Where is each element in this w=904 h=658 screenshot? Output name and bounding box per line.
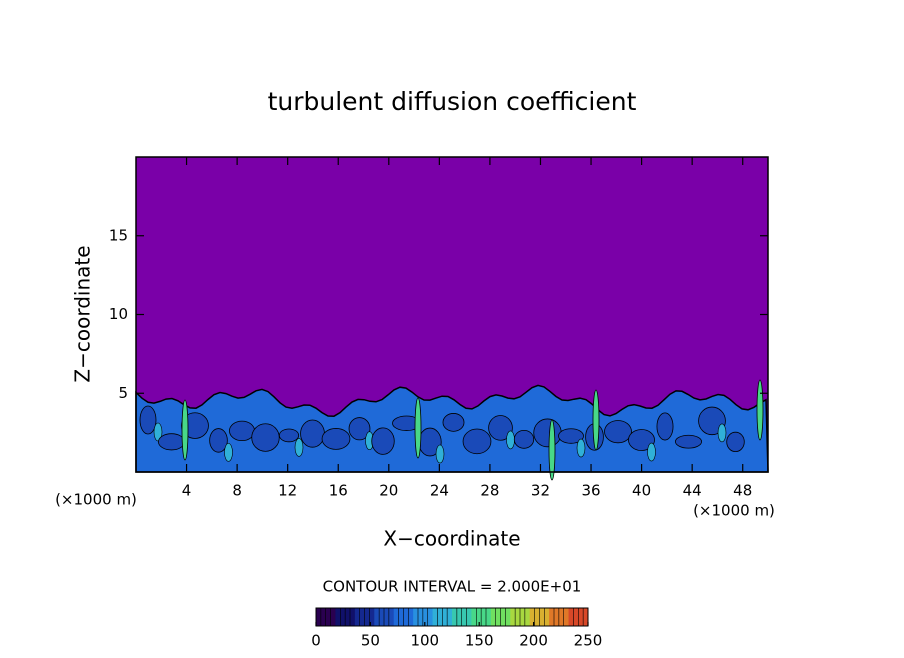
eddy (229, 420, 255, 442)
x-tick-label: 24 (430, 482, 449, 500)
x-tick-label: 36 (581, 482, 600, 500)
eddy (158, 433, 185, 451)
contour-interval: CONTOUR INTERVAL = 2.000E+01 (323, 578, 582, 596)
eddy-core (717, 423, 727, 443)
colorbar-tick-label: 150 (465, 632, 494, 650)
x-tick-label: 8 (232, 482, 242, 500)
eddy (442, 413, 465, 432)
eddy-core (224, 443, 233, 462)
eddy (321, 428, 351, 450)
plume (548, 419, 556, 481)
eddy (513, 429, 535, 449)
y-axis-label: Z−coordinate (71, 245, 95, 382)
x-tick-label: 32 (531, 482, 550, 500)
eddy (604, 420, 632, 444)
x-tick-label: 4 (182, 482, 192, 500)
eddy (488, 415, 513, 441)
eddy (462, 428, 492, 455)
x-tick-label: 44 (683, 482, 702, 500)
eddy (628, 429, 655, 451)
field (135, 157, 769, 481)
chart-title: turbulent diffusion coefficient (268, 87, 637, 116)
colorbar-tick-label: 0 (311, 632, 321, 650)
y-tick-label: 15 (109, 226, 128, 244)
plume (756, 379, 764, 441)
x-axis-label: X−coordinate (383, 527, 520, 551)
plume (592, 389, 600, 451)
eddy-core (435, 444, 445, 464)
y-tick-label: 5 (118, 384, 128, 402)
x-unit-right: (×1000 m) (693, 502, 775, 520)
colorbar-tick-label: 100 (410, 632, 439, 650)
eddy (558, 428, 584, 444)
x-tick-label: 12 (278, 482, 297, 500)
x-tick-label: 20 (379, 482, 398, 500)
x-unit-left: (×1000 m) (55, 491, 137, 509)
eddy (726, 431, 745, 453)
eddy (656, 412, 674, 441)
eddy (675, 434, 702, 449)
colorbar-tick-label: 250 (574, 632, 603, 650)
eddy (300, 419, 325, 448)
x-tick-label: 40 (632, 482, 651, 500)
plume (181, 399, 189, 461)
colorbar-frame (315, 607, 589, 627)
eddy-core (294, 438, 304, 457)
eddy (209, 428, 228, 453)
plume (414, 397, 422, 459)
eddy-core (576, 438, 586, 458)
x-tick-label: 28 (480, 482, 499, 500)
eddy (251, 423, 280, 452)
eddy (533, 418, 562, 448)
y-tick-label: 10 (109, 305, 128, 323)
colorbar-tick-label: 200 (519, 632, 548, 650)
x-tick-label: 16 (329, 482, 348, 500)
x-tick-label: 48 (733, 482, 752, 500)
eddy (348, 417, 371, 441)
eddy (371, 427, 395, 455)
eddy-core (647, 442, 656, 462)
colorbar-tick-label: 50 (361, 632, 380, 650)
eddy-core (506, 430, 515, 450)
eddy (139, 405, 157, 435)
eddy (278, 428, 300, 443)
eddy-core (153, 422, 163, 442)
